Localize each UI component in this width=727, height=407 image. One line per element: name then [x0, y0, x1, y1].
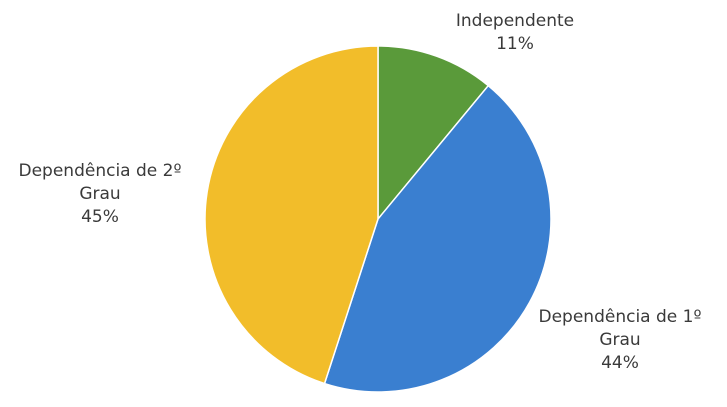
slice-dependencia-1-grau: [323, 84, 552, 393]
slice-independente: [377, 45, 490, 222]
slice-label-dependencia-2-grau-pct: 45%: [81, 207, 119, 227]
slice-dependencia-2-grau: [204, 45, 379, 385]
slice-label-independente-pct: 11%: [496, 34, 534, 54]
slice-label-independente: Independente 11%: [400, 10, 630, 56]
slice-label-dependencia-2-grau: Dependência de 2º Grau 45%: [0, 160, 200, 229]
slice-label-dependencia-2-grau-name-line1: Dependência de 2º: [18, 161, 182, 181]
slice-label-dependencia-1-grau-name-line2: Grau: [599, 330, 641, 350]
slice-label-dependencia-2-grau-name-line2: Grau: [79, 184, 121, 204]
slice-label-dependencia-1-grau: Dependência de 1º Grau 44%: [510, 306, 727, 375]
slice-label-dependencia-1-grau-name-line1: Dependência de 1º: [538, 307, 702, 327]
slice-label-dependencia-1-grau-pct: 44%: [601, 353, 639, 373]
slice-label-independente-name: Independente: [455, 11, 575, 31]
